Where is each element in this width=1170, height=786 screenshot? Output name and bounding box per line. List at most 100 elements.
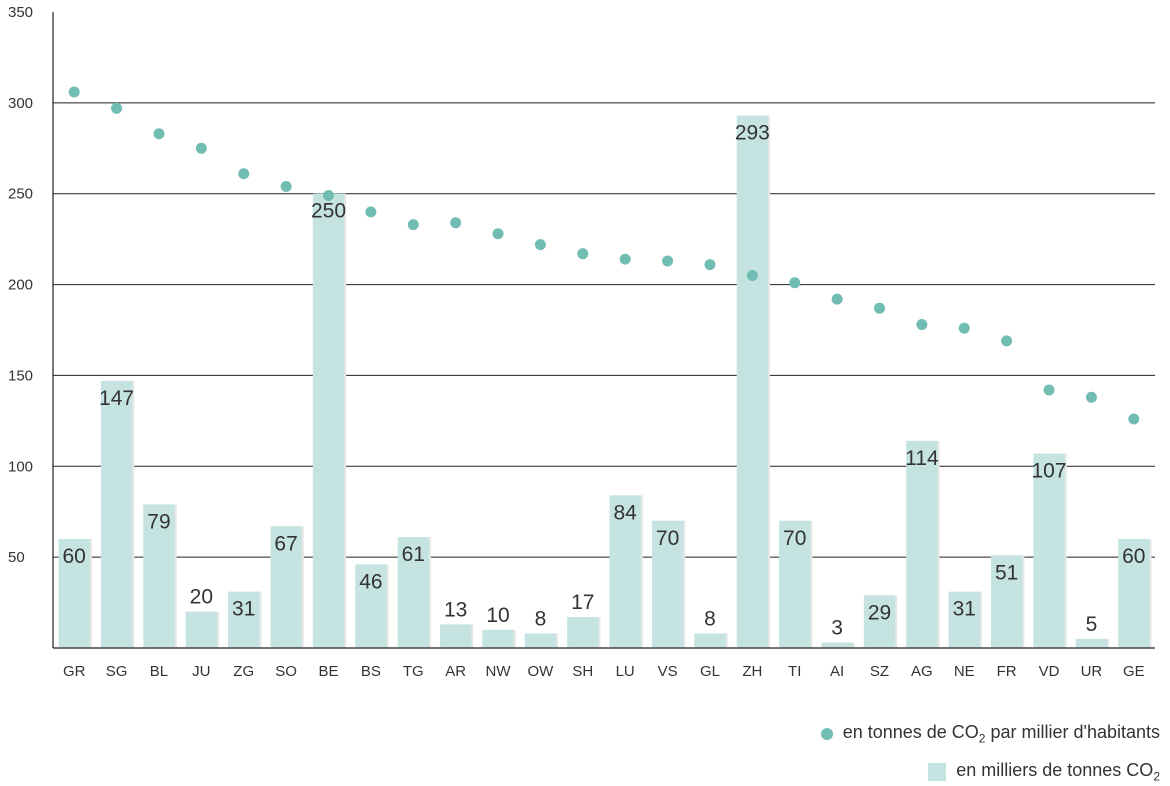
x-category-label: SZ — [870, 663, 889, 680]
bar — [482, 629, 514, 647]
bar-data-label: 31 — [232, 598, 255, 621]
bar-data-label: 29 — [868, 601, 891, 624]
legend-dot-prefix: en tonnes de CO — [842, 722, 979, 742]
dot-point — [1128, 413, 1140, 425]
legend-dot-sub: 2 — [978, 731, 986, 746]
dot-point — [111, 102, 123, 114]
x-category-label: BL — [150, 663, 168, 680]
x-category-label: GE — [1123, 663, 1145, 680]
x-category-label: BE — [318, 663, 338, 680]
dot-series — [68, 86, 1140, 425]
bar — [651, 520, 684, 647]
dot-point — [1085, 391, 1097, 403]
x-category-label: AG — [911, 663, 933, 680]
x-axis-categories: GR SG BL JU ZG SO BE BS TG AR NW OW SH LU VS GL ZH TI AI SZ… — [63, 663, 1145, 680]
x-category-label: ZH — [742, 663, 762, 680]
legend-dot-marker — [820, 727, 833, 740]
x-category-label: ZG — [233, 663, 254, 680]
dot-point — [874, 302, 885, 314]
bar-data-labels: 60 147 79 20 31 67 250 46 61 13 10 8 17 84 70 8 293 70 3 29… — [63, 122, 1146, 640]
dot-point — [1043, 384, 1055, 396]
y-tick-label: 100 — [8, 458, 33, 475]
bar — [524, 633, 557, 647]
legend-bar-prefix: en milliers de tonnes CO — [956, 760, 1154, 780]
bar-data-label: 70 — [783, 527, 806, 550]
dot-point — [407, 219, 419, 231]
bar — [270, 526, 302, 647]
bar — [779, 520, 811, 647]
x-category-label: OW — [528, 663, 555, 680]
bar — [439, 624, 472, 647]
x-category-label: GL — [700, 663, 720, 680]
x-category-label: LU — [616, 663, 635, 680]
x-category-label: BS — [361, 663, 381, 680]
x-category-label: VD — [1039, 663, 1060, 680]
x-category-label: NW — [486, 663, 512, 680]
x-category-label: FR — [997, 663, 1017, 680]
bar — [948, 591, 980, 647]
bar-data-label: 8 — [704, 607, 716, 630]
bar — [397, 537, 429, 647]
bar — [990, 555, 1023, 647]
x-category-label: UR — [1081, 663, 1103, 680]
bar-data-label: 61 — [402, 543, 425, 566]
dot-point — [323, 190, 334, 202]
y-tick-label: 250 — [8, 186, 33, 203]
bar-data-label: 60 — [63, 545, 86, 568]
x-category-label: SO — [275, 663, 297, 680]
bar-data-label: 67 — [274, 532, 297, 555]
legend-bar-label: en milliers de tonnes CO2 — [956, 760, 1160, 784]
dot-point — [280, 180, 292, 192]
y-tick-label: 350 — [8, 4, 33, 21]
dot-point — [958, 322, 970, 334]
bar — [906, 440, 938, 647]
bar — [1033, 453, 1065, 647]
bar — [821, 642, 853, 647]
dot-point — [195, 142, 207, 154]
bar — [863, 595, 896, 647]
bar-series — [58, 115, 1152, 648]
dot-point — [492, 228, 504, 240]
dot-point — [365, 206, 377, 218]
dot-point — [662, 255, 674, 267]
bar — [736, 115, 769, 647]
x-category-label: GR — [63, 663, 86, 680]
dot-point — [238, 168, 250, 180]
bar-data-label: 79 — [147, 510, 170, 533]
y-tick-label: 200 — [8, 277, 33, 294]
bar — [58, 538, 90, 647]
bar-data-label: 46 — [359, 570, 382, 593]
dot-point — [789, 277, 801, 289]
x-category-label: TI — [788, 663, 801, 680]
bar — [312, 193, 345, 647]
bar — [1118, 538, 1150, 647]
x-category-label: AR — [445, 663, 466, 680]
x-category-label: SG — [106, 663, 128, 680]
dot-point — [831, 293, 843, 305]
dot-point — [577, 248, 589, 260]
bar — [228, 591, 260, 647]
gridlines — [53, 102, 1155, 558]
bar-data-label: 13 — [444, 598, 467, 621]
y-tick-label: 150 — [8, 367, 33, 384]
bar-data-label: 5 — [1086, 613, 1098, 636]
bar-data-label: 10 — [486, 604, 509, 627]
dot-point — [619, 253, 631, 265]
bar — [694, 633, 726, 647]
x-category-label: VS — [658, 663, 678, 680]
bar — [355, 564, 387, 647]
legend-bar-sub: 2 — [1153, 769, 1160, 784]
bar-data-label: 293 — [735, 122, 770, 145]
y-axis-ticks: 50 100 150 200 250 300 350 — [8, 4, 33, 566]
dot-point — [704, 259, 716, 271]
bar-data-label: 70 — [656, 527, 679, 550]
legend-dot-suffix: par millier d'habitants — [985, 722, 1160, 742]
axes — [52, 12, 1155, 649]
bar — [567, 617, 599, 647]
bar — [1075, 638, 1108, 647]
dot-point — [916, 319, 928, 331]
dot-point — [534, 239, 546, 251]
bar — [185, 611, 218, 647]
x-category-label: NE — [954, 663, 975, 680]
bar — [143, 504, 175, 647]
